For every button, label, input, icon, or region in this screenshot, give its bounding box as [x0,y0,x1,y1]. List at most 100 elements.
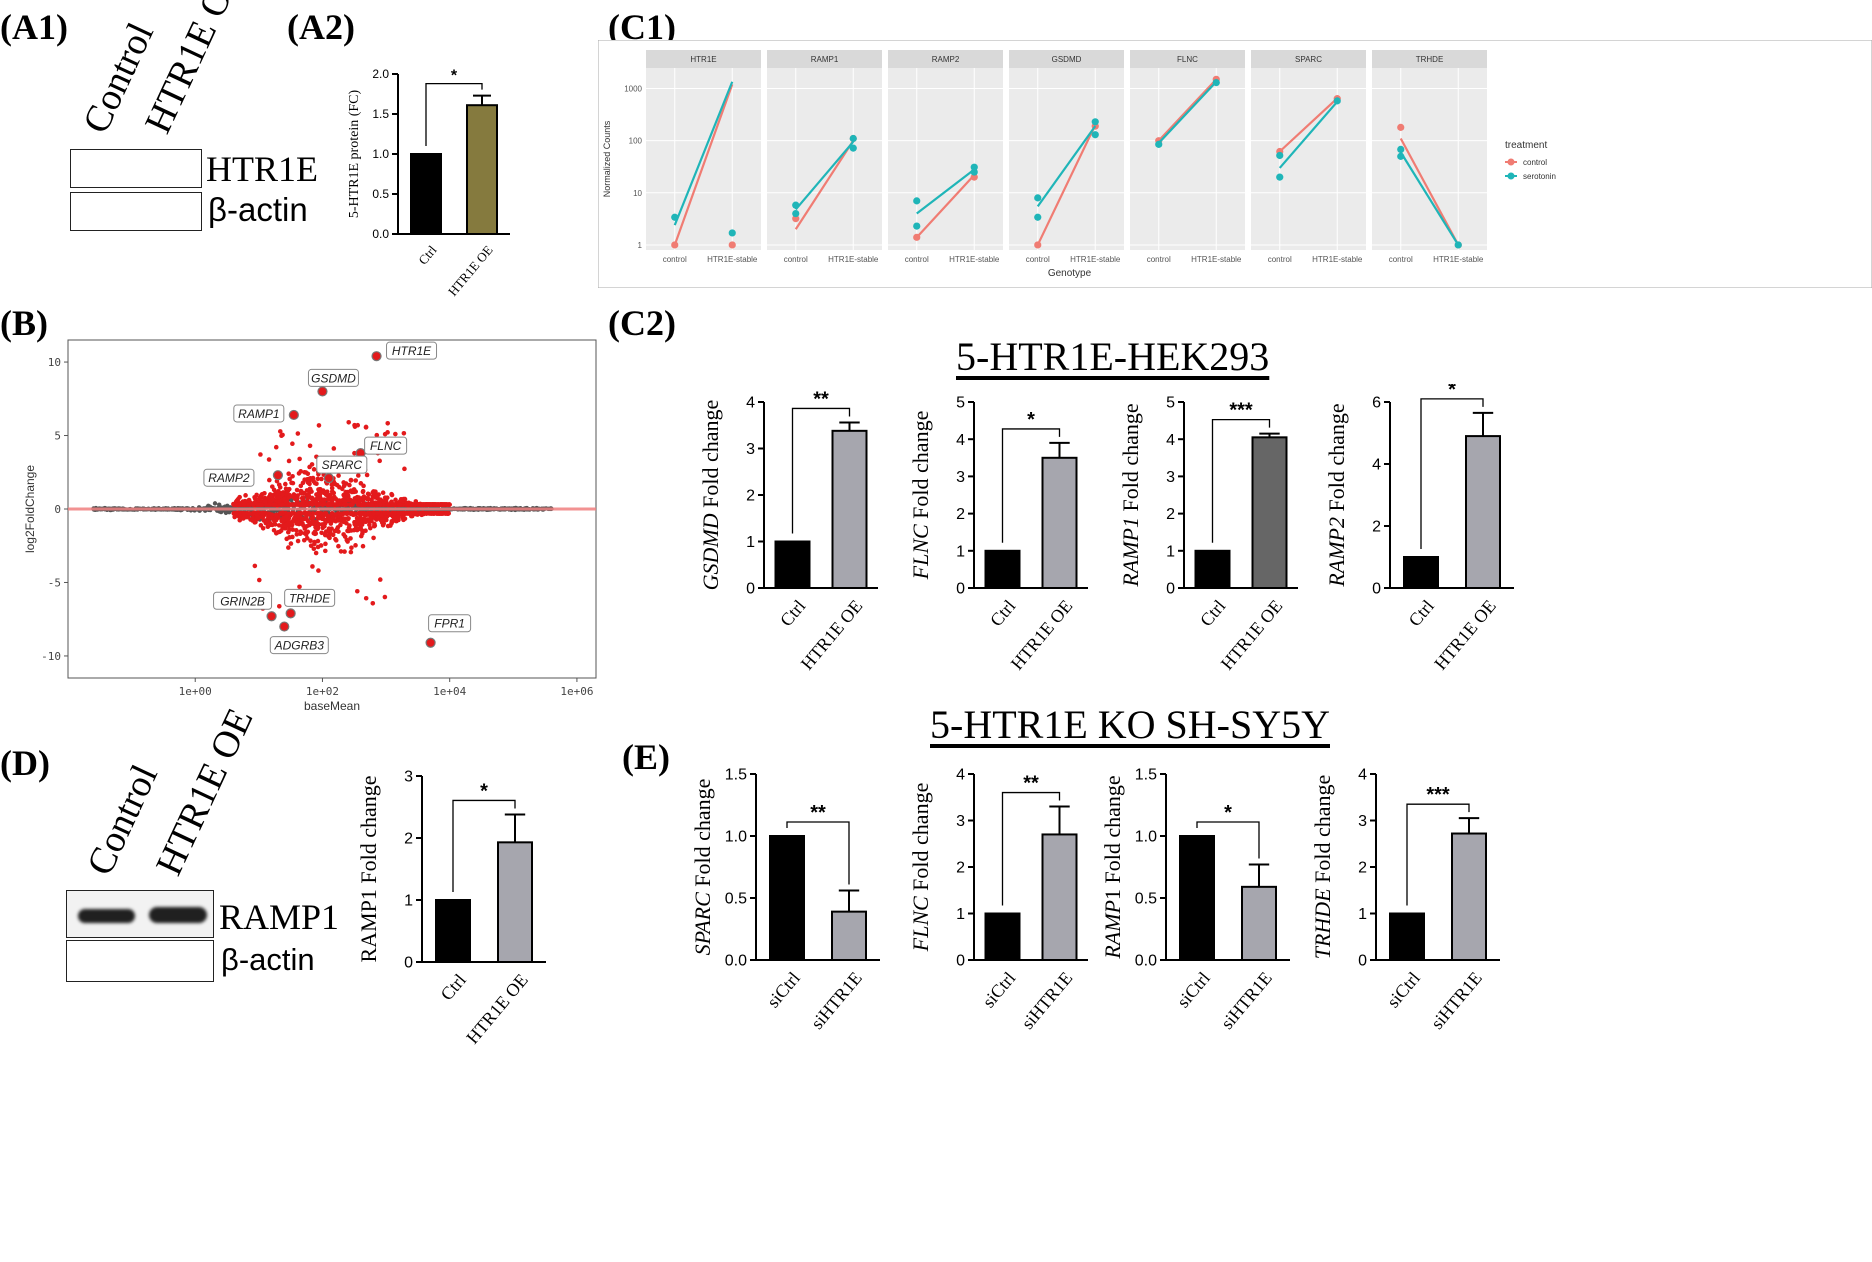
ma-point-red [305,529,311,535]
facet-strip-label: HTR1E [690,55,716,64]
y-axis-label-text: Fold change [908,783,933,897]
facet-strip-label: TRHDE [1416,55,1444,64]
x-tick-label: 1e+06 [560,685,593,698]
ma-gene-label: FLNC [370,439,402,453]
ma-point-red [249,516,255,522]
ma-gene-label-box [316,455,368,474]
ma-point-red [309,462,315,467]
ma-point-red [307,478,312,483]
facet-line-serotonin [1036,125,1097,207]
ma-point-red [363,528,368,534]
facet-point-control [970,173,978,181]
ma-point-red [272,521,278,527]
ma-point-red [361,483,366,489]
facet-point-serotonin [1276,173,1284,181]
ma-point-red [340,512,345,517]
ma-gene-label: GSDMD [311,371,356,385]
ma-point-red [232,514,237,520]
x-tick-label: HTR1E OE [445,242,496,298]
panel-label-c2: (C2) [608,303,676,343]
x-tick-label: siCtrl [1383,968,1424,1012]
legend-entry: serotonin [1523,172,1556,181]
ma-point-red [248,500,254,506]
bar [1179,835,1215,961]
y-axis-label: TRHDE Fold change [1310,775,1335,960]
y-tick-label: 2 [956,860,965,877]
blot-d-band-control [78,909,135,923]
facet-point-serotonin [1034,213,1042,221]
ma-point-red [311,546,317,552]
ma-point-red [319,476,324,482]
ma-point-red [363,595,369,601]
facet-flnc: FLNC control HTR1E-stable [1130,50,1245,264]
bar [1041,456,1078,589]
significance-stars: *** [1426,784,1450,806]
facet-point-serotonin [1454,241,1462,249]
ma-point-red [346,419,352,425]
y-axis-label-gene: RAMP [1100,900,1125,960]
ma-point-red [310,564,315,569]
bar [435,899,471,963]
ma-point-red [285,488,291,494]
panel-label-b: (B) [0,303,48,343]
ma-point-red [366,492,372,497]
bar [1451,832,1487,961]
ma-point-red [375,511,380,516]
ma-point-red [295,493,300,498]
facet-point-control [913,233,921,241]
significance-bracket [1420,398,1484,549]
ma-point-red [316,491,321,496]
ma-point-red [352,450,357,456]
ma-point-red [327,529,333,535]
ma-point-red [348,549,354,555]
ma-point-red [364,472,370,478]
y-tick-label: 4 [956,432,965,449]
y-tick-label: 2 [1358,860,1367,877]
ma-point-red [400,515,405,521]
ma-gene-label-box [233,404,285,423]
y-tick-label: 1.0 [372,147,389,161]
ma-point-red [334,527,340,532]
ma-point-red [371,523,377,529]
ma-point-red [338,522,343,528]
x-tick-label: HTR1E-stable [949,255,1000,264]
ma-point-red [312,541,317,547]
ma-point-red [273,517,279,523]
ma-point-red [316,423,322,428]
ma-point-red [285,502,290,507]
ma-point-red [356,495,362,500]
ma-point-red [378,517,384,523]
ma-point-red [447,502,452,507]
facet-point-serotonin [849,144,857,152]
facet-point-serotonin [1091,131,1099,139]
y-tick-label: 3 [746,441,755,458]
ma-point-red [316,511,322,516]
significance-bracket [786,821,850,885]
y-tick-label: 2 [956,506,965,523]
x-tick-label: control [1268,255,1292,264]
ma-point-red [348,502,354,507]
bar [1241,885,1277,961]
x-tick-label: control [1026,255,1050,264]
bar-chart-group: 0.0 0.5 1.0 1.5 RAMP1 Fold change siCtrl siHTR… [1100,767,1290,1033]
facet-strip [1009,50,1124,68]
y-tick-label: 0.5 [1135,891,1157,908]
bar [497,841,533,963]
ma-point-red [405,502,411,507]
ma-point-red [310,502,315,507]
x-tick-label: siHTR1E [1217,968,1276,1033]
ma-point-red [397,511,403,516]
facet-trhde: TRHDE control HTR1E-stable [1372,50,1487,264]
ma-point-red [243,499,248,504]
y-tick-label: 3 [404,769,413,786]
ma-point-red [397,502,402,507]
ma-gene-label-box [307,368,359,387]
y-axis-label-gene: TRHDE [1310,888,1335,959]
facet-point-serotonin [728,229,736,237]
bar [774,540,811,589]
facet-line-serotonin [794,141,855,211]
ma-point-red [377,502,383,507]
significance-stars: * [1448,384,1456,401]
